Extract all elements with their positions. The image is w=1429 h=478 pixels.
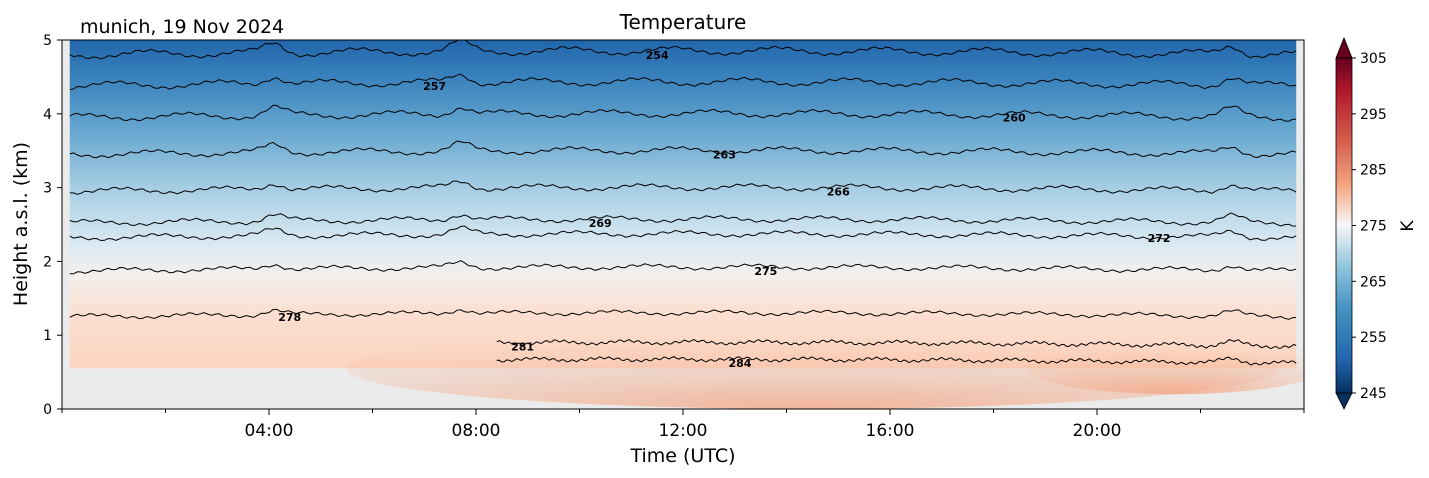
colorbar-tick-label: 305	[1360, 51, 1387, 67]
y-tick-label: 3	[43, 181, 52, 197]
colorbar-label: K	[1398, 220, 1418, 232]
y-axis-label: Height a.s.l. (km)	[10, 142, 32, 306]
contour-line-260	[69, 104, 1297, 122]
x-tick-label: 20:00	[1073, 421, 1122, 441]
y-tick-label: 4	[43, 107, 52, 123]
x-tick-label: 16:00	[866, 421, 915, 441]
contour-line-269	[69, 212, 1297, 227]
colorbar-tick-label: 265	[1360, 274, 1387, 290]
colorbar-extend-top	[1335, 36, 1353, 59]
contour-line-254	[69, 40, 1297, 60]
plot-area: 254 257 260 263 266 269 272 275 278 281 284	[61, 39, 1305, 410]
x-axis-label: Time (UTC)	[629, 445, 735, 467]
y-tick-label: 5	[43, 33, 52, 49]
contour-label-263: 263	[713, 148, 736, 161]
contour-label-275: 275	[754, 265, 777, 278]
x-axis: 04:00 08:00 12:00 16:00 20:00	[61, 409, 1305, 441]
contour-line-275	[69, 260, 1297, 275]
colorbar-tick-label: 275	[1360, 219, 1387, 235]
contour-label-260: 260	[1003, 111, 1026, 124]
warm-region	[346, 327, 1279, 409]
chart-title: Temperature	[619, 10, 747, 34]
contour-line-257	[69, 73, 1297, 91]
temperature-field	[69, 40, 1297, 369]
contour-line-266	[69, 180, 1297, 195]
contour-lines: 254 257 260 263 266 269 272 275 278 281 284	[69, 40, 1297, 370]
x-tick-label: 08:00	[452, 421, 501, 441]
contour-label-272: 272	[1148, 232, 1171, 245]
y-tick-label: 1	[43, 328, 52, 344]
y-tick-label: 2	[43, 254, 52, 270]
contour-line-263	[69, 140, 1297, 159]
warm-region	[1027, 342, 1304, 395]
chart-subtitle: munich, 19 Nov 2024	[80, 16, 284, 38]
colorbar: 245 255 265 275 285 295 305	[1335, 36, 1387, 410]
contour-label-281: 281	[511, 340, 534, 353]
contour-line-284	[496, 356, 1297, 366]
contour-label-257: 257	[423, 80, 446, 93]
colorbar-tick-label: 285	[1360, 163, 1387, 179]
contour-label-278: 278	[278, 311, 301, 324]
contour-label-266: 266	[827, 185, 850, 198]
contour-label-269: 269	[589, 217, 612, 230]
y-axis: 0 1 2 3 4 5	[43, 33, 62, 418]
contour-label-284: 284	[728, 357, 751, 370]
contour-label-254: 254	[646, 49, 669, 62]
colorbar-tick-label: 245	[1360, 386, 1387, 402]
colorbar-tick-label: 295	[1360, 107, 1387, 123]
contour-line-278	[69, 308, 1297, 320]
x-tick-label: 12:00	[659, 421, 708, 441]
colorbar-tick-label: 255	[1360, 330, 1387, 346]
contour-line-272	[69, 225, 1297, 241]
y-tick-label: 0	[43, 402, 52, 418]
x-tick-label: 04:00	[245, 421, 294, 441]
contour-line-281	[496, 338, 1297, 350]
colorbar-gradient	[1336, 58, 1352, 393]
colorbar-extend-bottom	[1335, 392, 1353, 410]
